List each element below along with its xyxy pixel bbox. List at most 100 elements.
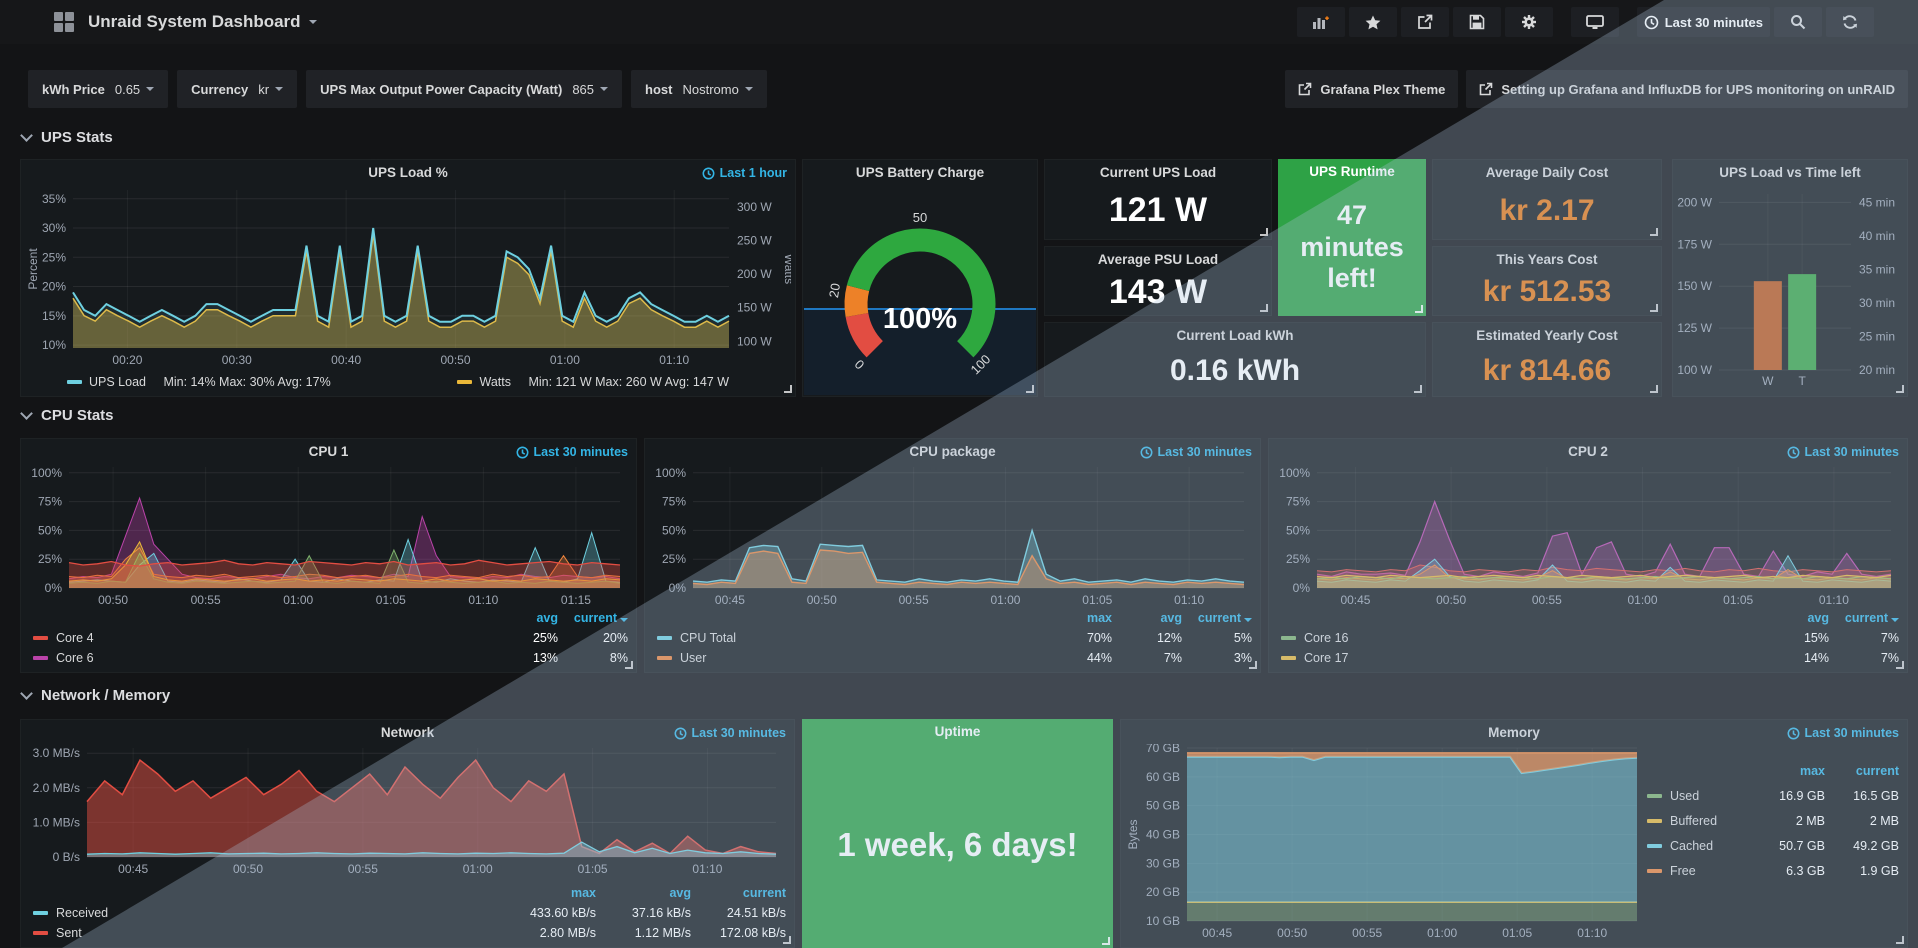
legend-row[interactable]: Used 16.9 GB 16.5 GB — [1647, 783, 1899, 808]
panel-time-range[interactable]: Last 30 minutes — [516, 445, 628, 459]
panel-title[interactable]: CPU package — [909, 444, 996, 459]
cpu-package-chart[interactable]: 0% 25% 50% 75% 100% 00:45 00:50 00:55 01:00 01:05… — [649, 463, 1256, 608]
legend-row[interactable]: Sent 2.80 MB/s 1.12 MB/s 172.08 kB/s — [33, 923, 786, 943]
legend-sort-max[interactable]: max — [1799, 763, 1825, 778]
series-swatch — [1647, 793, 1662, 798]
sort-caret-icon — [620, 618, 628, 622]
legend-row[interactable]: Free 6.3 GB 1.9 GB — [1647, 858, 1899, 883]
memory-chart[interactable]: 10 GB 20 GB 30 GB 40 GB 50 GB 60 GB 70 GB 00:45… — [1125, 741, 1645, 945]
legend-item[interactable]: UPS Load Min: 14% Max: 30% Avg: 17% — [67, 375, 331, 389]
legend-sort-avg[interactable]: avg — [1807, 611, 1829, 625]
clock-icon — [1140, 446, 1152, 458]
svg-text:00:50: 00:50 — [440, 353, 470, 367]
legend-sort-avg[interactable]: avg — [669, 886, 691, 900]
legend-row[interactable]: Buffered 2 MB 2 MB — [1647, 808, 1899, 833]
panel-title[interactable]: UPS Load % — [368, 165, 448, 180]
panel-title[interactable]: CPU 2 — [1568, 444, 1608, 459]
panel-title[interactable]: Uptime — [934, 724, 981, 739]
panel-title[interactable]: Current Load kWh — [1176, 328, 1294, 343]
star-button[interactable] — [1348, 7, 1397, 37]
panel-network: Network Last 30 minutes 0 B/s 1.0 MB/s 2.0… — [20, 719, 795, 948]
svg-text:75%: 75% — [1286, 495, 1310, 509]
section-cpu-stats[interactable]: CPU Stats — [20, 404, 114, 426]
legend-sort-avg[interactable]: avg — [536, 611, 558, 625]
legend-row[interactable]: Received 433.60 kB/s 37.16 kB/s 24.51 kB… — [33, 903, 786, 923]
svg-text:00:45: 00:45 — [118, 862, 148, 876]
variable-ups-max-output[interactable]: UPS Max Output Power Capacity (Watt) 865 — [306, 70, 623, 108]
kiosk-mode-button[interactable] — [1570, 7, 1619, 37]
refresh-button[interactable] — [1826, 7, 1874, 37]
svg-text:200 W: 200 W — [737, 267, 772, 281]
legend-row[interactable]: Core 6 13% 8% — [33, 648, 628, 668]
svg-text:01:10: 01:10 — [468, 593, 498, 607]
page-title: Unraid System Dashboard — [88, 12, 301, 31]
chevron-down-icon — [308, 20, 317, 24]
panel-time-range[interactable]: Last 30 minutes — [674, 726, 786, 740]
cpu1-chart[interactable]: 0% 25% 50% 75% 100% 00:50 00:55 01:00 01:05 01:10… — [25, 463, 632, 608]
legend-sort-max[interactable]: max — [1086, 611, 1112, 625]
svg-text:01:10: 01:10 — [1577, 926, 1607, 940]
panel-time-range[interactable]: Last 30 minutes — [1140, 445, 1252, 459]
variable-host[interactable]: host Nostromo — [631, 70, 767, 108]
panel-title[interactable]: CPU 1 — [308, 444, 349, 459]
svg-text:150 W: 150 W — [1677, 279, 1712, 293]
panel-title[interactable]: UPS Load vs Time left — [1719, 165, 1861, 180]
time-range-picker[interactable]: Last 30 minutes — [1636, 7, 1770, 37]
legend-row[interactable]: Core 4 25% 20% — [33, 628, 628, 648]
svg-text:01:05: 01:05 — [1082, 593, 1112, 607]
variable-kwh-price[interactable]: kWh Price 0.65 — [28, 70, 169, 108]
legend-sort-current[interactable]: current — [558, 611, 628, 625]
svg-text:0 B/s: 0 B/s — [53, 850, 80, 864]
dashboard-grid-icon[interactable] — [54, 12, 74, 32]
legend-row[interactable]: Core 16 15% 7% — [1281, 628, 1899, 648]
legend-sort-current[interactable]: current — [1829, 611, 1899, 625]
cpu2-chart[interactable]: 0% 25% 50% 75% 100% 00:45 00:50 00:55 01:00 01:05… — [1273, 463, 1903, 608]
legend-row[interactable]: CPU Total 70% 12% 5% — [657, 628, 1252, 648]
panel-title[interactable]: UPS Battery Charge — [855, 165, 985, 180]
link-setup-guide[interactable]: Setting up Grafana and InfluxDB for UPS … — [1466, 70, 1908, 108]
settings-button[interactable] — [1504, 7, 1553, 37]
panel-time-range[interactable]: Last 30 minutes — [1787, 445, 1899, 459]
panel-title[interactable]: Estimated Yearly Cost — [1476, 328, 1618, 343]
legend-sort-current[interactable]: current — [1855, 763, 1899, 778]
panel-title[interactable]: Network — [380, 725, 435, 740]
legend-row[interactable]: Core 17 14% 7% — [1281, 648, 1899, 668]
legend-row[interactable]: Cached 50.7 GB 49.2 GB — [1647, 833, 1899, 858]
clock-icon — [1787, 446, 1799, 458]
svg-text:00:50: 00:50 — [98, 593, 128, 607]
legend-sort-current[interactable]: current — [742, 886, 786, 900]
network-chart[interactable]: 0 B/s 1.0 MB/s 2.0 MB/s 3.0 MB/s 00:45 00:50 0… — [25, 744, 790, 877]
variable-currency[interactable]: Currency kr — [177, 70, 298, 108]
legend-sort-current[interactable]: current — [1182, 611, 1252, 625]
legend-sort-max[interactable]: max — [570, 886, 596, 900]
panel-title[interactable]: Memory — [1488, 725, 1540, 740]
battery-gauge[interactable]: 0 20 50 100 100% — [803, 184, 1037, 396]
share-button[interactable] — [1400, 7, 1449, 37]
panel-title[interactable]: UPS Runtime — [1309, 164, 1395, 179]
dashboard-title-dropdown[interactable]: Unraid System Dashboard — [88, 12, 317, 32]
legend-sort-avg[interactable]: avg — [1160, 611, 1182, 625]
svg-text:250 W: 250 W — [737, 233, 772, 247]
section-network-memory[interactable]: Network / Memory — [20, 684, 170, 706]
add-panel-button[interactable] — [1296, 7, 1345, 37]
ups-load-chart[interactable]: 10% 15% 20% 25% 30% 35% 100 W 150 W 200 W 250 W 30… — [25, 184, 796, 370]
panel-title[interactable]: Average PSU Load — [1097, 252, 1219, 267]
panel-time-range[interactable]: Last 30 minutes — [1787, 726, 1899, 740]
save-button[interactable] — [1452, 7, 1501, 37]
search-button[interactable] — [1774, 7, 1822, 37]
panel-title[interactable]: Current UPS Load — [1099, 165, 1217, 180]
panel-time-range[interactable]: Last 1 hour — [702, 166, 787, 180]
svg-text:0%: 0% — [45, 581, 63, 595]
svg-text:100%: 100% — [1279, 466, 1310, 480]
svg-text:01:00: 01:00 — [1427, 926, 1457, 940]
svg-text:01:00: 01:00 — [283, 593, 313, 607]
star-icon — [1365, 15, 1381, 29]
link-grafana-plex-theme[interactable]: Grafana Plex Theme — [1285, 70, 1459, 108]
section-ups-stats[interactable]: UPS Stats — [20, 126, 113, 148]
legend-row[interactable]: User 44% 7% 3% — [657, 648, 1252, 668]
panel-title[interactable]: Average Daily Cost — [1485, 165, 1609, 180]
panel-title[interactable]: This Years Cost — [1496, 252, 1598, 267]
svg-text:Bytes: Bytes — [1126, 819, 1140, 849]
legend-item[interactable]: Watts Min: 121 W Max: 260 W Avg: 147 W — [457, 375, 729, 389]
load-vs-time-chart[interactable]: 100 W 125 W 150 W 175 W 200 W 20 min 25 min 30 … — [1673, 184, 1907, 392]
